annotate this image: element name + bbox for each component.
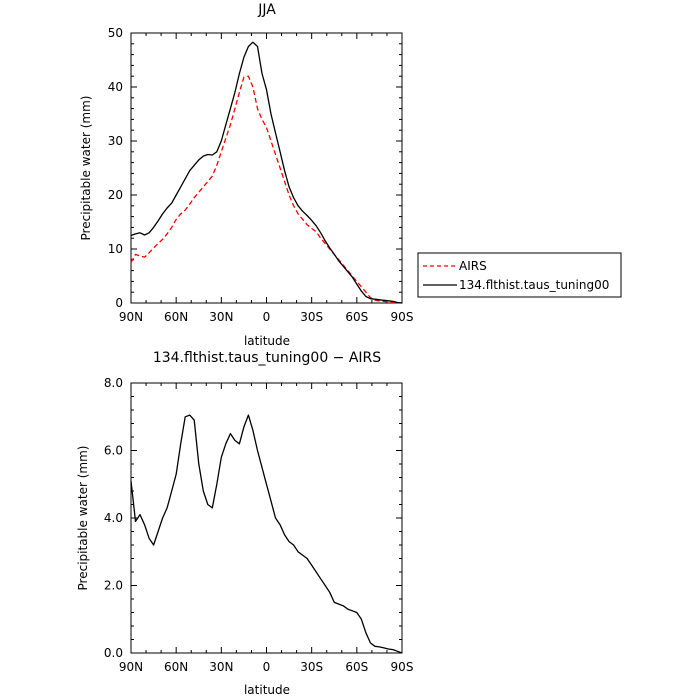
bottom-y-axis-label: Precipitable water (mm) bbox=[76, 446, 90, 591]
top-y-tick-label: 40 bbox=[108, 80, 123, 94]
bottom-y-tick-label: 6.0 bbox=[104, 444, 123, 458]
top-panel: JJA 90N 60N 30N 0 30S 60S 90S 0 10 20 30 40 50 latit… bbox=[79, 2, 622, 348]
top-y-tick-label: 10 bbox=[108, 242, 123, 256]
bottom-x-axis-label: latitude bbox=[244, 683, 290, 697]
bottom-x-tick-label: 60S bbox=[345, 660, 368, 674]
legend-box bbox=[417, 252, 622, 298]
top-x-axis-label: latitude bbox=[244, 334, 290, 348]
top-y-tick-label: 20 bbox=[108, 188, 123, 202]
top-x-tick-label: 30N bbox=[209, 310, 233, 324]
top-x-tick-label: 60N bbox=[164, 310, 188, 324]
bottom-y-tick-label: 2.0 bbox=[104, 579, 123, 593]
top-x-tick-label: 90S bbox=[391, 310, 414, 324]
legend-label-model: 134.flthist.taus_tuning00 bbox=[459, 278, 609, 292]
top-chart-title: JJA bbox=[257, 2, 276, 18]
top-series-line-1 bbox=[130, 41, 403, 304]
bottom-y-tick-label: 0.0 bbox=[104, 646, 123, 660]
top-x-tick-label: 90N bbox=[119, 310, 143, 324]
bottom-chart-title: 134.flthist.taus_tuning00 − AIRS bbox=[153, 350, 381, 366]
bottom-x-tick-label: 60N bbox=[164, 660, 188, 674]
bottom-panel: 134.flthist.taus_tuning00 − AIRS 90N 60N 3… bbox=[76, 350, 413, 697]
bottom-x-tick-label: 90N bbox=[119, 660, 143, 674]
top-x-tick-label: 0 bbox=[263, 310, 271, 324]
bottom-y-tick-label: 8.0 bbox=[104, 376, 123, 390]
top-y-tick-label: 30 bbox=[108, 134, 123, 148]
bottom-y-tick-label: 4.0 bbox=[104, 511, 123, 525]
legend-label-airs: AIRS bbox=[459, 259, 487, 273]
top-series-line-0 bbox=[130, 75, 403, 304]
bottom-x-tick-label: 30S bbox=[300, 660, 323, 674]
top-y-axis-label: Precipitable water (mm) bbox=[79, 96, 93, 241]
bottom-series-line-0 bbox=[130, 414, 403, 654]
top-y-tick-label: 50 bbox=[108, 26, 123, 40]
legend: AIRS 134.flthist.taus_tuning00 bbox=[417, 252, 622, 298]
top-y-tick-label: 0 bbox=[115, 296, 123, 310]
bottom-x-tick-label: 30N bbox=[209, 660, 233, 674]
top-x-tick-label: 60S bbox=[345, 310, 368, 324]
bottom-x-tick-label: 90S bbox=[391, 660, 414, 674]
bottom-x-tick-label: 0 bbox=[263, 660, 271, 674]
top-x-tick-label: 30S bbox=[300, 310, 323, 324]
